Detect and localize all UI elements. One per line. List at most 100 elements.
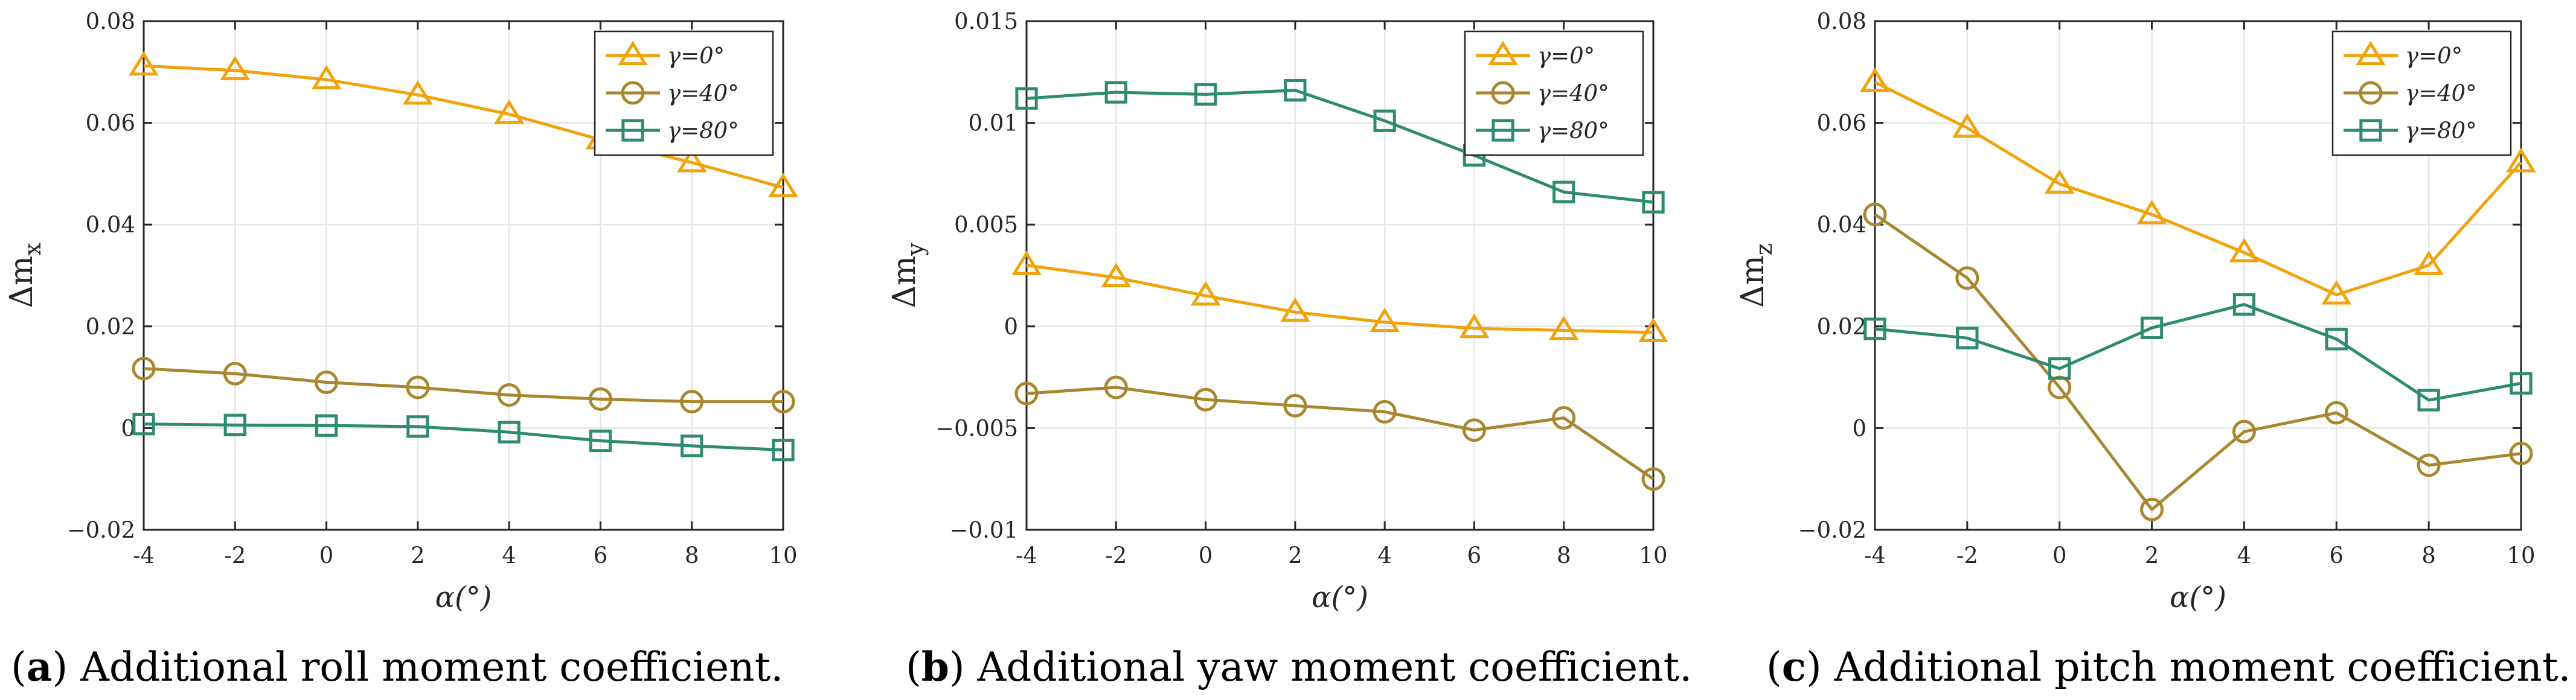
data-point xyxy=(2321,280,2352,305)
y-tick-label: −0.02 xyxy=(1798,517,1866,543)
caption-label: a xyxy=(27,643,53,690)
data-point xyxy=(1104,81,1127,104)
data-point xyxy=(494,99,525,124)
x-tick-label: 0 xyxy=(1199,542,1213,568)
legend-entry: γ=80° xyxy=(606,118,739,144)
data-point xyxy=(1101,262,1132,287)
chart-panel-a: -4 -2 0 2 4 6 8 10 −0.02 0 0.02 0.04 0.06 0.08 α(°) Δmx… xyxy=(4,8,798,690)
x-axis-label: α(°) xyxy=(1312,581,1368,614)
x-tick-label: 0 xyxy=(319,542,334,568)
axes-box xyxy=(143,20,784,531)
figure-caption: (b) Additional yaw moment coefficient. xyxy=(906,643,1692,690)
data-point xyxy=(1462,418,1486,442)
data-point xyxy=(132,357,156,381)
data-point xyxy=(1956,326,1979,349)
series-line xyxy=(143,64,784,189)
caption-label: b xyxy=(921,643,949,690)
series-square xyxy=(1863,293,2533,412)
series-circle xyxy=(1863,202,2533,521)
y-tick-label: 0.06 xyxy=(1817,110,1866,136)
legend-entry: γ=40° xyxy=(1476,80,1609,106)
data-point xyxy=(1284,78,1307,102)
y-tick-label: 0.005 xyxy=(954,212,1018,238)
x-axis-label: α(°) xyxy=(2170,581,2226,614)
axes-box xyxy=(1025,20,1655,531)
legend: γ=0° γ=40° γ=80° xyxy=(1464,30,1644,156)
y-tick-label: 0.015 xyxy=(954,8,1018,34)
data-point xyxy=(1014,381,1039,406)
legend-label: γ=80° xyxy=(2405,118,2477,144)
series-line xyxy=(1026,89,1654,204)
data-point xyxy=(1459,313,1490,339)
caption-open-paren: ( xyxy=(1766,644,1782,690)
x-tick-label: 4 xyxy=(1377,542,1392,568)
caption-open-paren: ( xyxy=(11,644,27,690)
legend: γ=0° γ=40° γ=80° xyxy=(2331,30,2512,156)
series-circle xyxy=(132,357,795,414)
data-point xyxy=(220,56,251,80)
legend-marker xyxy=(2359,119,2382,142)
data-point xyxy=(406,415,429,438)
x-tick-label: 10 xyxy=(769,542,797,568)
data-point xyxy=(1280,297,1310,322)
data-point xyxy=(1642,191,1665,214)
data-point xyxy=(2136,200,2167,224)
data-point xyxy=(2044,169,2075,194)
data-point xyxy=(1552,180,1575,203)
data-point xyxy=(588,387,612,411)
x-tick-label: -4 xyxy=(1016,542,1037,568)
data-point xyxy=(1638,317,1668,343)
y-tick-label: 0.01 xyxy=(969,110,1018,136)
data-point xyxy=(680,390,704,414)
y-tick-label: 0.08 xyxy=(1817,8,1866,34)
y-tick-label: −0.01 xyxy=(950,517,1018,543)
caption-label: c xyxy=(1782,643,1806,690)
data-point xyxy=(315,371,339,395)
data-point xyxy=(2414,250,2444,275)
data-point xyxy=(1863,202,1887,226)
y-tick-label: 0.02 xyxy=(86,314,135,340)
series-square xyxy=(1015,78,1665,214)
y-tick-label: 0.04 xyxy=(86,212,135,238)
legend-entry: γ=80° xyxy=(2344,118,2477,144)
x-tick-label: -4 xyxy=(133,542,155,568)
x-tick-label: 6 xyxy=(2330,542,2344,568)
data-point xyxy=(589,429,612,453)
legend-marker xyxy=(2356,40,2386,66)
y-tick-label: −0.005 xyxy=(935,415,1018,441)
legend-label: γ=0° xyxy=(1537,43,1595,69)
legend-label: γ=0° xyxy=(667,43,725,69)
series-line xyxy=(143,422,784,452)
caption-text: ) Additional pitch moment coefficient. xyxy=(1806,644,2571,690)
data-point xyxy=(768,173,798,197)
legend-entry: γ=0° xyxy=(2344,40,2462,69)
x-tick-label: -2 xyxy=(1956,542,1978,568)
legend: γ=0° γ=40° γ=80° xyxy=(594,30,774,156)
data-point xyxy=(1104,375,1128,399)
data-point xyxy=(772,438,795,462)
x-tick-label: 0 xyxy=(2052,542,2067,568)
data-point xyxy=(1194,387,1218,412)
x-tick-label: -2 xyxy=(224,542,246,568)
data-point xyxy=(2510,372,2533,395)
data-point xyxy=(1011,250,1042,275)
series-line xyxy=(1874,80,2522,297)
data-point xyxy=(1194,83,1217,106)
data-point xyxy=(1373,399,1397,424)
x-tick-label: 10 xyxy=(2507,542,2535,568)
caption-text: ) Additional yaw moment coefficient. xyxy=(949,644,1692,690)
x-axis-label: α(°) xyxy=(435,581,492,614)
data-point xyxy=(2324,401,2348,425)
y-axis-label-subscript: y xyxy=(902,243,929,256)
axes-box xyxy=(1874,20,2522,531)
data-point xyxy=(406,375,430,399)
series-line xyxy=(1026,264,1654,334)
y-tick-label: 0.06 xyxy=(86,110,135,136)
data-point xyxy=(2229,238,2260,262)
legend-entry: γ=0° xyxy=(1476,40,1595,69)
data-point xyxy=(1370,307,1400,332)
y-tick-label: 0.04 xyxy=(1817,212,1866,238)
series-triangle xyxy=(1860,67,2536,305)
figure-caption: (a) Additional roll moment coefficient. xyxy=(11,643,783,690)
